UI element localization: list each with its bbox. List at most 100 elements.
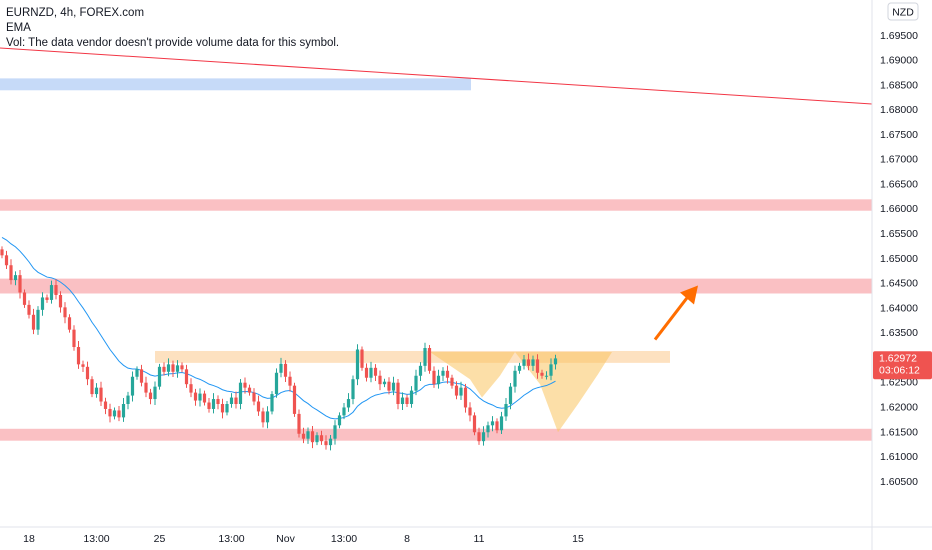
candle — [54, 279, 58, 300]
candle — [22, 289, 27, 308]
candle — [508, 382, 513, 410]
candle — [450, 374, 454, 389]
candle — [337, 412, 342, 429]
candle — [391, 376, 396, 396]
candle — [454, 381, 459, 400]
candle — [4, 250, 9, 269]
candle — [315, 432, 319, 446]
candle — [265, 406, 270, 429]
candle — [45, 294, 49, 303]
support-zone-1-615[interactable] — [0, 428, 872, 441]
price-axis[interactable]: 1.69500 1.69000 1.68500 1.68000 1.67500 1.670… — [880, 30, 918, 488]
pattern-shape-head[interactable] — [515, 351, 612, 433]
candle — [292, 382, 297, 417]
candle — [198, 388, 202, 407]
candle — [319, 430, 324, 445]
symbol-line[interactable]: EURNZD, 4h, FOREX.com — [6, 7, 145, 19]
candle — [162, 362, 166, 376]
candle — [531, 355, 535, 372]
time-tick-label: 13:00 — [218, 533, 244, 545]
candle — [297, 409, 301, 438]
candle — [517, 362, 522, 374]
candle — [189, 378, 193, 398]
price-tick-label: 1.65000 — [880, 253, 918, 265]
price-tick-label: 1.60500 — [880, 476, 918, 488]
volume-note: Vol: The data vendor doesn't provide vol… — [6, 37, 340, 49]
candle — [171, 360, 175, 377]
candle — [513, 365, 517, 393]
descending-trendline[interactable] — [0, 47, 873, 105]
blue-zone-1-685[interactable] — [0, 78, 471, 91]
candle — [211, 393, 216, 414]
candle — [216, 395, 220, 410]
resistance-zone-1-660[interactable] — [0, 199, 872, 211]
chart-legend: EURNZD, 4h, FOREX.com EMA Vol: The data … — [6, 6, 339, 51]
candle — [477, 427, 481, 445]
candles-layer — [0, 246, 558, 451]
pattern-shape-left[interactable] — [430, 351, 515, 398]
candle — [544, 371, 549, 380]
candle — [459, 381, 463, 401]
price-tick-label: 1.65500 — [880, 228, 918, 240]
price-tick-label: 1.66000 — [880, 203, 918, 215]
candle — [184, 364, 189, 388]
candle — [445, 365, 450, 384]
candle — [108, 403, 112, 423]
candle — [495, 418, 499, 434]
candle — [36, 306, 40, 335]
candle — [234, 391, 238, 409]
candle — [49, 280, 54, 304]
time-axis[interactable]: 18 13:00 25 13:00 Nov 13:00 8 11 15 — [23, 533, 584, 545]
candle — [27, 300, 31, 319]
candle — [202, 390, 207, 406]
candle — [63, 302, 67, 324]
currency-badge-label: NZD — [892, 7, 914, 19]
price-tick-label: 1.63500 — [880, 327, 918, 339]
candle — [472, 412, 477, 436]
candle — [220, 398, 225, 419]
price-tick-label: 1.61000 — [880, 451, 918, 463]
price-tick-label: 1.61500 — [880, 426, 918, 438]
price-tick-label: 1.68000 — [880, 104, 918, 116]
candle — [346, 393, 351, 412]
candle — [310, 426, 315, 449]
candle — [252, 388, 256, 406]
candle — [549, 358, 553, 381]
candle — [130, 371, 135, 402]
price-tick-label: 1.66500 — [880, 178, 918, 190]
candle — [504, 398, 508, 421]
ema-line — [1, 236, 556, 420]
time-tick-label: 15 — [572, 533, 584, 545]
candle — [40, 292, 45, 316]
price-tick-label: 1.62000 — [880, 401, 918, 413]
candle — [324, 435, 328, 450]
candle — [418, 362, 423, 381]
candle — [157, 363, 162, 390]
candle — [135, 366, 139, 380]
candle — [247, 384, 252, 396]
candle — [283, 360, 288, 382]
time-tick-label: Nov — [276, 533, 295, 545]
pattern-layer — [430, 351, 612, 433]
neckline-zone[interactable] — [155, 350, 670, 363]
candle — [378, 370, 382, 391]
candle — [126, 391, 130, 410]
time-tick-label: 8 — [404, 533, 410, 545]
price-tick-label: 1.64000 — [880, 302, 918, 314]
currency-badge[interactable]: NZD — [887, 2, 919, 21]
resistance-zone-1-645[interactable] — [0, 278, 872, 294]
time-tick-label: 13:00 — [331, 533, 357, 545]
candle — [355, 344, 360, 386]
candle — [409, 386, 414, 408]
candle — [553, 354, 558, 370]
candle — [9, 259, 13, 285]
candle — [18, 269, 22, 299]
candle — [270, 391, 274, 415]
projection-arrow[interactable] — [653, 285, 698, 341]
candle — [103, 397, 108, 415]
ema-indicator-label[interactable]: EMA — [6, 22, 31, 34]
candle — [328, 434, 333, 451]
last-price-label: 1.62972 03:06:12 — [873, 351, 932, 380]
candle — [238, 378, 243, 410]
